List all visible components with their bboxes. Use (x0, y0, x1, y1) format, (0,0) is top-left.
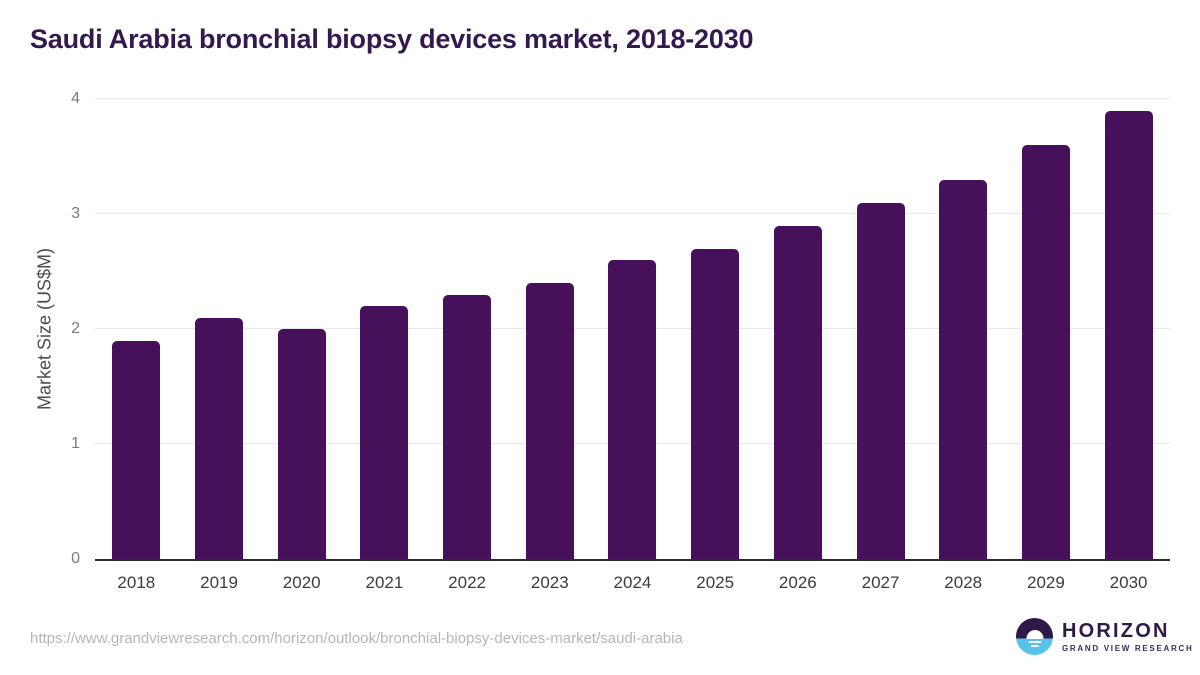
x-tick-label: 2019 (200, 573, 238, 592)
bar-slot (508, 99, 591, 559)
x-axis-labels: 2018 2019 2020 2021 2022 2023 2024 2025 2026 2027… (95, 563, 1170, 593)
x-tick-label: 2024 (613, 573, 652, 592)
bar-slot (178, 99, 261, 559)
bar-slot (839, 99, 922, 559)
x-tick-label: 2023 (530, 573, 569, 592)
bar-slot (343, 99, 426, 559)
y-axis-ticks: 0 1 2 3 4 (0, 91, 80, 567)
bar-2030 (1104, 110, 1153, 559)
bars-layer (95, 99, 1170, 559)
bar-2028 (939, 179, 988, 559)
x-tick-label: 2018 (117, 573, 156, 592)
logo-subtitle: GRAND VIEW RESEARCH (1062, 643, 1194, 653)
bar-slot (260, 99, 343, 559)
y-tick-label: 3 (71, 205, 80, 222)
x-tick-label: 2027 (861, 573, 900, 592)
horizon-logo: HORIZON GRAND VIEW RESEARCH (1016, 618, 1193, 655)
x-tick-label: 2020 (282, 573, 321, 592)
bar-slot (1005, 99, 1088, 559)
horizon-sun-icon (1016, 618, 1053, 655)
x-tick-label: 2028 (944, 573, 983, 592)
bar-2027 (856, 202, 905, 559)
x-tick-label: 2030 (1109, 573, 1148, 592)
plot-area (95, 98, 1170, 561)
logo-name: HORIZON (1062, 619, 1170, 642)
x-tick-label: 2022 (448, 573, 486, 592)
bar-slot (95, 99, 178, 559)
source-url: https://www.grandviewresearch.com/horizo… (30, 630, 683, 647)
y-tick-label: 4 (71, 90, 80, 107)
bar-slot (922, 99, 1005, 559)
x-tick-label: 2021 (365, 573, 404, 592)
page-title: Saudi Arabia bronchial biopsy devices ma… (30, 24, 754, 54)
x-tick-label: 2025 (696, 573, 735, 592)
wave-line (1028, 641, 1041, 643)
bar-2019 (195, 317, 244, 559)
y-tick-label: 1 (71, 435, 80, 452)
bar-2021 (360, 306, 409, 559)
wave-line (1030, 645, 1039, 647)
bar-2023 (525, 283, 574, 559)
gridline (95, 213, 1170, 214)
sun-shape (1026, 630, 1043, 639)
bar-2029 (1021, 145, 1070, 559)
bar-2025 (691, 248, 740, 559)
x-tick-label: 2029 (1026, 573, 1065, 592)
bar-2026 (773, 225, 822, 559)
bar-slot (426, 99, 509, 559)
bar-slot (1087, 99, 1170, 559)
logo-text: HORIZON GRAND VIEW RESEARCH (1062, 621, 1193, 653)
bar-slot (674, 99, 757, 559)
bar-2020 (277, 329, 326, 559)
bar-slot (591, 99, 674, 559)
x-tick-label: 2026 (778, 573, 817, 592)
gridline (95, 98, 1170, 99)
bar-slot (757, 99, 840, 559)
bar-2018 (112, 340, 161, 559)
bar-2022 (443, 294, 492, 559)
y-tick-label: 2 (71, 320, 80, 337)
y-tick-label: 0 (71, 550, 80, 567)
bar-2024 (608, 260, 657, 559)
